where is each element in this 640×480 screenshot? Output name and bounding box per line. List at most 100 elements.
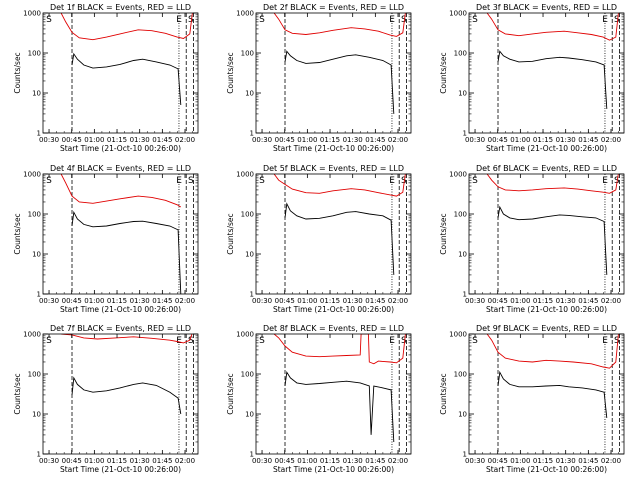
x-axis-label: Start Time (21-Oct-10 00:26:00) (273, 305, 394, 314)
time-marker-e-2: E (176, 336, 182, 346)
series-events-line (497, 205, 608, 275)
x-tick-label: 01:45 (152, 457, 172, 465)
y-tick-label: 1000 (23, 331, 41, 339)
x-tick-label: 02:00 (175, 136, 195, 144)
x-tick-label: 01:00 (84, 297, 104, 305)
time-marker-s-1: S (472, 176, 478, 186)
time-marker-s-1: S (259, 336, 265, 346)
time-marker-s-3: S (614, 15, 620, 25)
plot-frame (42, 333, 199, 455)
plot-frame (468, 12, 625, 134)
series-events-line (497, 50, 608, 109)
time-marker-e-2: E (176, 15, 182, 25)
x-tick-label: 02:00 (388, 457, 408, 465)
y-tick-label: 100 (28, 50, 41, 58)
x-tick-label: 01:15 (533, 136, 553, 144)
y-tick-label: 10 (32, 251, 41, 259)
series-events-line (497, 370, 608, 418)
plot-title: Det 3f BLACK = Events, RED = LLD (476, 3, 617, 12)
x-tick-label: 02:00 (388, 136, 408, 144)
x-tick-label: 00:45 (62, 136, 82, 144)
series-lld-line (273, 174, 406, 197)
plot-frame (42, 173, 199, 295)
time-marker-s-1: S (472, 336, 478, 346)
x-tick-label: 01:15 (320, 457, 340, 465)
y-tick-label: 1 (37, 451, 41, 459)
x-tick-label: 00:30 (39, 457, 59, 465)
time-marker-e-2: E (389, 15, 395, 25)
x-tick-label: 00:45 (62, 297, 82, 305)
x-tick-label: 01:45 (578, 136, 598, 144)
y-axis-label: Counts/sec (13, 213, 22, 254)
time-marker-s-3: S (614, 336, 620, 346)
plot-title: Det 2f BLACK = Events, RED = LLD (263, 3, 404, 12)
y-tick-label: 1000 (236, 331, 254, 339)
time-marker-e-2: E (602, 15, 608, 25)
x-tick-label: 01:15 (107, 457, 127, 465)
series-events-line (284, 371, 395, 443)
x-tick-label: 00:45 (275, 457, 295, 465)
x-tick-label: 02:00 (388, 297, 408, 305)
y-tick-label: 100 (241, 371, 254, 379)
y-tick-label: 10 (458, 251, 467, 259)
x-axis-label: Start Time (21-Oct-10 00:26:00) (486, 144, 607, 153)
x-tick-label: 01:00 (510, 297, 530, 305)
x-tick-label: 01:15 (107, 297, 127, 305)
x-tick-label: 01:00 (297, 457, 317, 465)
x-tick-label: 00:30 (252, 457, 272, 465)
x-tick-label: 01:30 (130, 297, 150, 305)
x-tick-label: 00:45 (275, 297, 295, 305)
series-lld-line (60, 13, 193, 41)
y-tick-label: 100 (454, 50, 467, 58)
y-tick-label: 1000 (449, 171, 467, 179)
x-tick-label: 00:30 (252, 136, 272, 144)
plot-title: Det 4f BLACK = Events, RED = LLD (50, 164, 191, 173)
time-marker-e-2: E (176, 176, 182, 186)
x-tick-label: 01:30 (556, 297, 576, 305)
time-marker-s-1: S (46, 15, 52, 25)
y-tick-label: 10 (245, 411, 254, 419)
time-marker-s-3: S (401, 336, 407, 346)
y-tick-label: 1 (463, 291, 467, 299)
y-tick-label: 1000 (236, 10, 254, 18)
x-tick-label: 01:15 (320, 297, 340, 305)
series-lld-line (486, 13, 619, 41)
plot-title: Det 1f BLACK = Events, RED = LLD (50, 3, 191, 12)
y-axis-label: Counts/sec (13, 52, 22, 93)
series-events-line (71, 52, 182, 106)
x-tick-label: 01:30 (556, 136, 576, 144)
plot-frame (468, 333, 625, 455)
x-tick-label: 02:00 (601, 136, 621, 144)
x-tick-label: 01:45 (365, 297, 385, 305)
y-axis-label: Counts/sec (13, 373, 22, 414)
x-tick-label: 02:00 (175, 297, 195, 305)
y-axis-label: Counts/sec (226, 373, 235, 414)
y-tick-label: 1000 (449, 331, 467, 339)
x-tick-label: 00:45 (62, 457, 82, 465)
plot-frame (468, 173, 625, 295)
time-marker-s-3: S (188, 15, 194, 25)
x-tick-label: 00:30 (252, 297, 272, 305)
series-lld-line (273, 334, 406, 365)
series-events-line (71, 210, 182, 294)
y-tick-label: 1 (250, 130, 254, 138)
y-axis-label: Counts/sec (439, 213, 448, 254)
time-marker-s-1: S (259, 15, 265, 25)
y-tick-label: 1 (463, 451, 467, 459)
y-tick-label: 1 (250, 451, 254, 459)
y-tick-label: 10 (245, 251, 254, 259)
x-tick-label: 01:45 (152, 297, 172, 305)
time-marker-s-3: S (188, 336, 194, 346)
y-tick-label: 1 (37, 291, 41, 299)
plot-frame (255, 173, 412, 295)
y-tick-label: 1 (463, 130, 467, 138)
x-tick-label: 02:00 (601, 297, 621, 305)
x-tick-label: 00:30 (39, 136, 59, 144)
x-tick-label: 01:00 (297, 136, 317, 144)
x-tick-label: 01:15 (533, 457, 553, 465)
